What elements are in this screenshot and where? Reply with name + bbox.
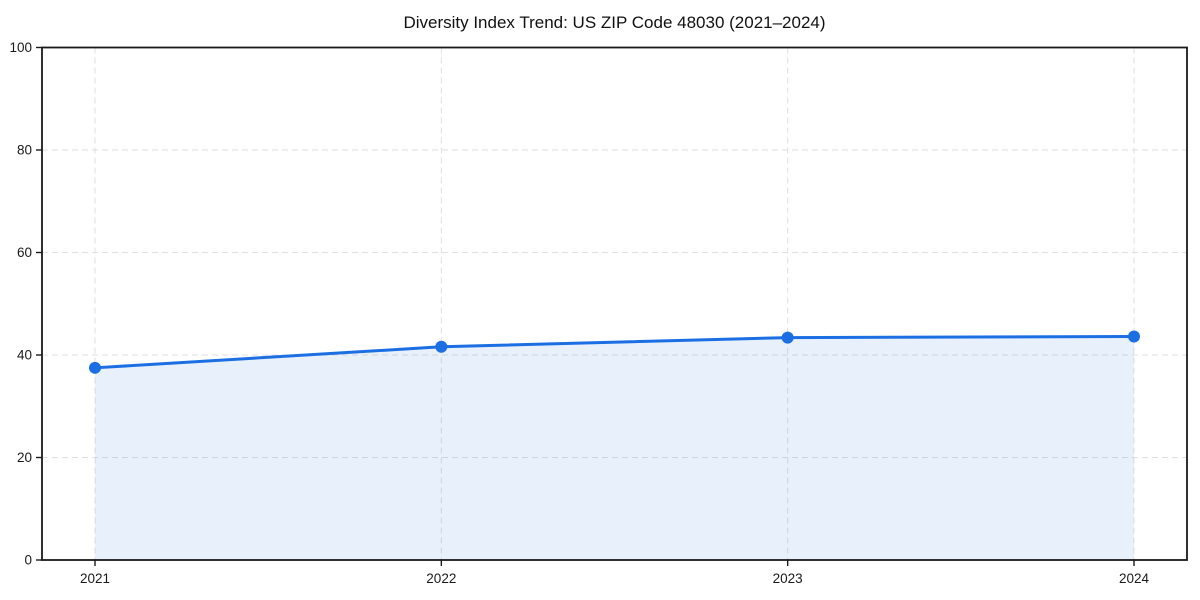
y-axis-tick-label: 20 bbox=[17, 450, 32, 465]
data-point-2021 bbox=[89, 361, 101, 374]
data-point-2023 bbox=[781, 331, 794, 344]
area-fill bbox=[95, 336, 1134, 560]
trend-line bbox=[93, 335, 1136, 370]
x-axis-tick-label: 2021 bbox=[80, 571, 110, 586]
plot-area: 0 20 40 60 80 100 2021 2022 2023 2024 bbox=[9, 40, 1188, 586]
x-axis-tick-label: 2024 bbox=[1119, 571, 1150, 586]
data-point-2024 bbox=[1128, 330, 1140, 343]
chart-title: Diversity Index Trend: US ZIP Code 48030… bbox=[403, 13, 825, 32]
plot-border bbox=[41, 46, 1188, 561]
x-axis-tick-label: 2023 bbox=[773, 571, 803, 586]
y-axis-tick-label: 100 bbox=[9, 40, 32, 55]
y-axis-tick-label: 40 bbox=[17, 348, 32, 363]
y-axis-tick-label: 60 bbox=[17, 245, 32, 260]
x-axis-tick-label: 2022 bbox=[426, 571, 456, 586]
y-axis-tick-label: 0 bbox=[24, 553, 32, 568]
y-axis-tick-label: 80 bbox=[17, 143, 32, 158]
data-point-2022 bbox=[435, 340, 448, 353]
